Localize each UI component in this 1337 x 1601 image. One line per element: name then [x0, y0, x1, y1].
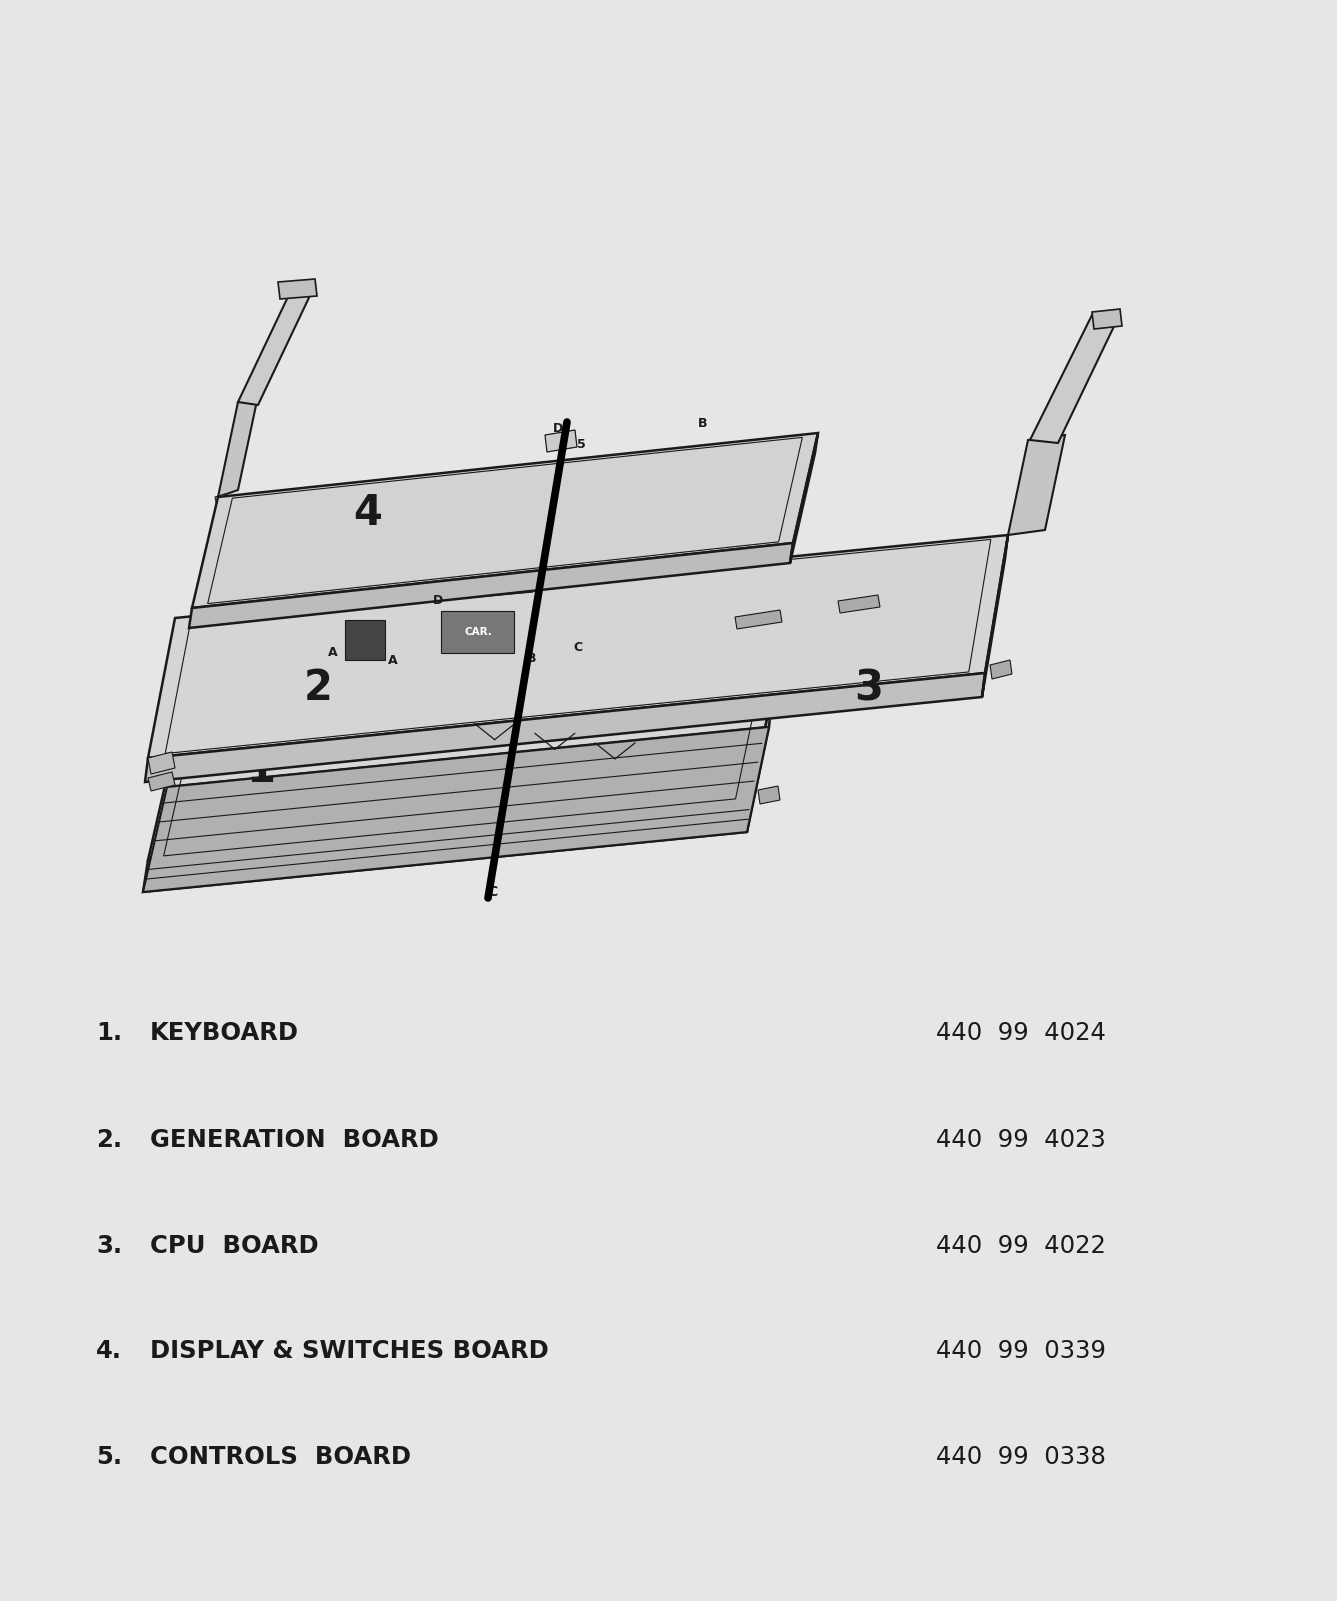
Polygon shape [189, 543, 793, 628]
Text: 440  99  4024: 440 99 4024 [936, 1021, 1106, 1044]
Polygon shape [735, 610, 782, 629]
Text: B: B [698, 416, 707, 429]
Text: 440  99  4023: 440 99 4023 [936, 1129, 1106, 1151]
Polygon shape [989, 660, 1012, 679]
Polygon shape [981, 535, 1008, 696]
Text: 1.: 1. [96, 1021, 123, 1044]
Text: D: D [554, 421, 563, 434]
Text: A: A [388, 653, 398, 666]
Polygon shape [193, 432, 818, 608]
Text: 3: 3 [854, 668, 884, 709]
Text: 5: 5 [576, 439, 586, 451]
Text: C: C [574, 640, 583, 653]
Polygon shape [215, 495, 229, 511]
Text: 5.: 5. [96, 1446, 123, 1468]
Text: DISPLAY & SWITCHES BOARD: DISPLAY & SWITCHES BOARD [150, 1340, 548, 1362]
Bar [441, 612, 515, 653]
Text: C: C [487, 885, 497, 900]
Polygon shape [758, 786, 779, 804]
Text: CONTROLS  BOARD: CONTROLS BOARD [150, 1446, 410, 1468]
Polygon shape [445, 568, 467, 584]
Text: 2.: 2. [96, 1129, 123, 1151]
Text: CPU  BOARD: CPU BOARD [150, 1234, 318, 1257]
Text: 440  99  0339: 440 99 0339 [936, 1340, 1106, 1362]
Polygon shape [545, 431, 578, 451]
Polygon shape [747, 695, 771, 833]
Polygon shape [1008, 435, 1066, 535]
Text: B: B [527, 652, 536, 664]
Polygon shape [838, 596, 880, 613]
Text: 3.: 3. [96, 1234, 123, 1257]
Polygon shape [143, 727, 769, 892]
Polygon shape [148, 752, 175, 773]
Text: CAR.: CAR. [464, 628, 492, 637]
Text: A: A [328, 645, 338, 658]
Bar [345, 620, 385, 660]
Polygon shape [218, 395, 258, 496]
Text: KEYBOARD: KEYBOARD [150, 1021, 298, 1044]
Polygon shape [148, 772, 175, 791]
Text: 1: 1 [246, 749, 275, 791]
Polygon shape [278, 279, 317, 299]
Text: 440  99  4022: 440 99 4022 [936, 1234, 1106, 1257]
Polygon shape [148, 535, 1008, 757]
Text: 4: 4 [353, 492, 382, 535]
Text: D: D [433, 594, 443, 607]
Polygon shape [148, 695, 771, 860]
Polygon shape [1092, 309, 1122, 328]
Polygon shape [1029, 315, 1118, 443]
Text: 440  99  0338: 440 99 0338 [936, 1446, 1106, 1468]
Text: 4.: 4. [96, 1340, 122, 1362]
Polygon shape [440, 572, 533, 600]
Text: GENERATION  BOARD: GENERATION BOARD [150, 1129, 439, 1151]
Polygon shape [144, 672, 985, 781]
Polygon shape [143, 800, 750, 892]
Text: 2: 2 [303, 668, 333, 709]
Polygon shape [238, 282, 316, 405]
Polygon shape [790, 432, 818, 564]
